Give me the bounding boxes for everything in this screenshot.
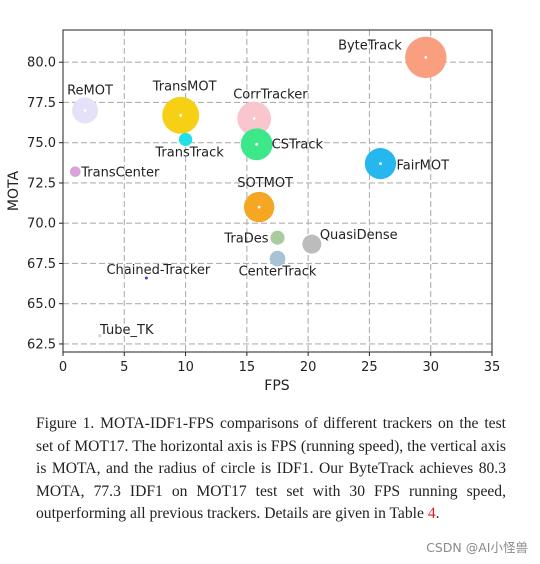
bubble-transtrack	[178, 132, 193, 147]
label-transcenter: TransCenter	[80, 166, 160, 181]
label-fairmot: FairMOT	[396, 159, 449, 174]
y-ticks: 62.5 65.0 67.5 70.0 72.5 75.0 77.5 80.0	[27, 56, 63, 352]
watermark: CSDN @AI小怪兽	[426, 540, 528, 555]
label-remot: ReMOT	[67, 84, 113, 99]
plot-frame	[62, 29, 493, 353]
bubble-center-dot	[257, 205, 261, 209]
y-tick-label: 77.5	[27, 96, 56, 111]
bubble-tube-tk	[98, 334, 102, 338]
x-tick-label: 35	[484, 360, 501, 375]
y-tick-label: 67.5	[27, 257, 56, 272]
bubble-center-dot	[83, 109, 87, 112]
bubble-center-dot	[252, 117, 256, 120]
bubble-transcenter	[69, 166, 81, 177]
scatter-chart: ByteTrack ReMOT TransMOT CorrTracker TransTr…	[6, 29, 500, 394]
label-cstrack: CSTrack	[272, 137, 324, 152]
y-tick-label: 72.5	[27, 176, 56, 191]
label-bytetrack: ByteTrack	[338, 38, 402, 53]
bubble-center-dot	[424, 55, 428, 59]
x-tick-label: 25	[361, 360, 378, 375]
x-tick-label: 10	[177, 360, 194, 375]
bubble-trades	[270, 230, 285, 245]
label-quasidense: QuasiDense	[320, 228, 398, 243]
x-tick-label: 30	[422, 360, 439, 375]
x-axis-title: FPS	[264, 378, 289, 394]
y-tick-label: 80.0	[27, 56, 56, 71]
x-ticks: 0 5 10 15 20 25 30 35	[59, 352, 500, 375]
bubble-centertrack	[269, 250, 286, 267]
label-chained-tracker: Chained-Tracker	[106, 263, 210, 278]
label-transmot: TransMOT	[152, 79, 217, 94]
bubble-center-dot	[379, 162, 382, 166]
x-tick-label: 20	[300, 360, 317, 375]
x-tick-label: 15	[239, 360, 256, 375]
label-sotmot: SOTMOT	[237, 176, 293, 191]
label-corrtracker: CorrTracker	[233, 88, 308, 103]
y-tick-label: 62.5	[27, 337, 56, 352]
bubble-chained-tracker	[144, 276, 148, 280]
bubble-center-dot	[179, 113, 183, 117]
caption-end: .	[435, 505, 440, 523]
x-tick-label: 0	[59, 360, 67, 375]
y-tick-label: 70.0	[27, 217, 56, 232]
label-tube-tk: Tube_TK	[99, 323, 154, 338]
label-trades: TraDes	[223, 232, 268, 247]
table-reference-link[interactable]: 4	[427, 505, 436, 523]
y-tick-label: 75.0	[27, 136, 56, 151]
caption-text: Figure 1. MOTA-IDF1-FPS comparisons of d…	[36, 415, 506, 523]
bubble-center-dot	[255, 142, 259, 146]
label-transtrack: TransTrack	[154, 145, 224, 160]
y-axis-title: MOTA	[6, 171, 22, 212]
label-centertrack: CenterTrack	[239, 265, 317, 280]
point-labels: ByteTrack ReMOT TransMOT CorrTracker TransTr…	[67, 38, 449, 338]
bubbles	[69, 36, 447, 338]
x-tick-label: 5	[120, 360, 128, 375]
figure-caption: Figure 1. MOTA-IDF1-FPS comparisons of d…	[36, 413, 506, 526]
bubble-quasidense	[302, 234, 322, 254]
y-tick-label: 65.0	[27, 297, 56, 312]
